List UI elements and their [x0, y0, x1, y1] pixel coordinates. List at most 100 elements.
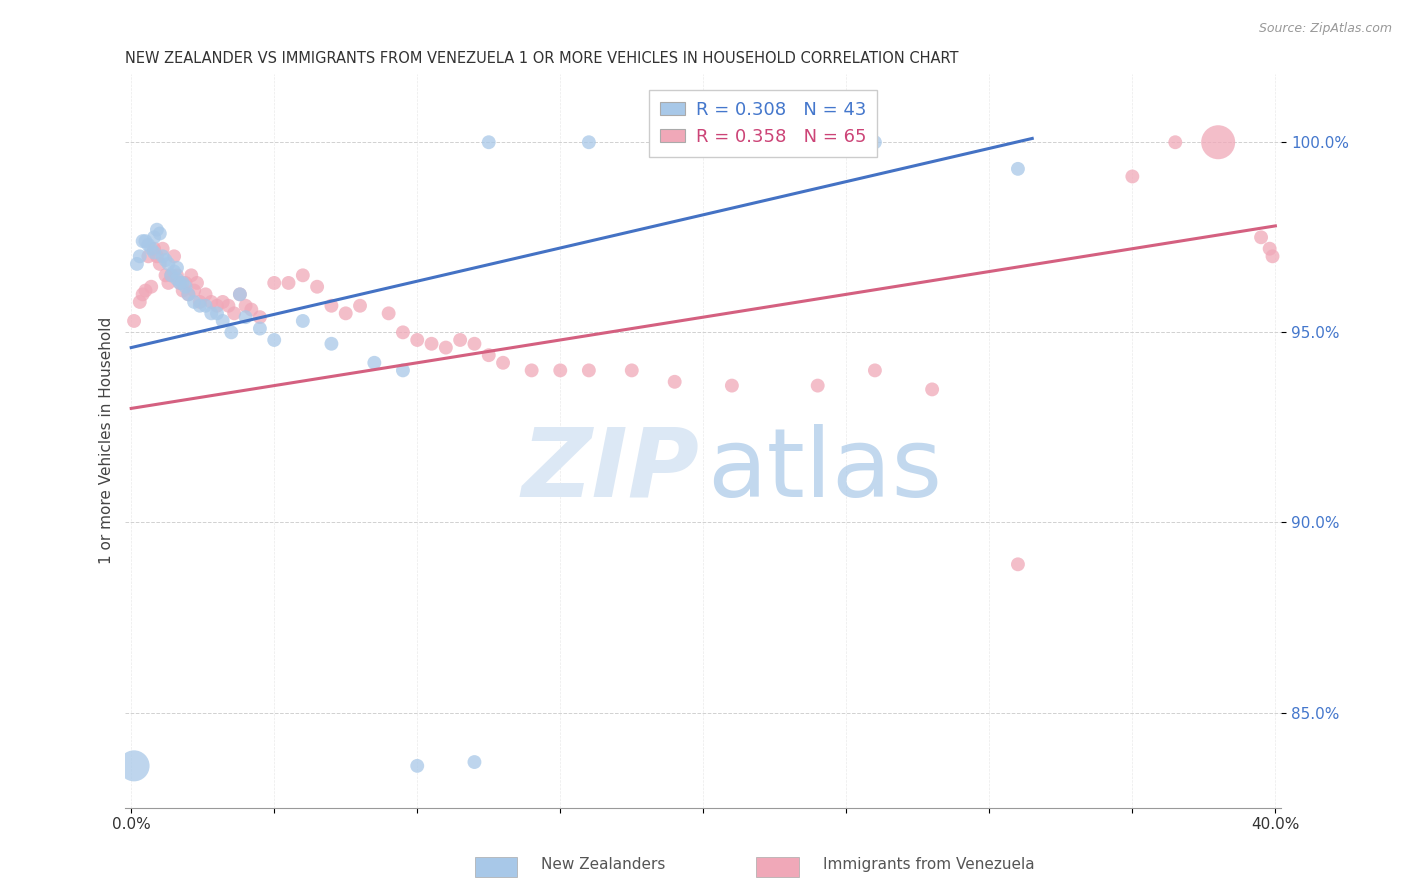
Point	[217, 299, 239, 313]
Point	[1007, 558, 1029, 572]
Text: New Zealanders: New Zealanders	[541, 857, 665, 872]
Point	[291, 268, 314, 283]
Point	[1250, 230, 1272, 244]
Point	[620, 363, 643, 377]
Point	[229, 287, 252, 301]
Point	[134, 234, 156, 248]
Point	[143, 245, 166, 260]
Point	[807, 378, 830, 392]
Point	[160, 268, 183, 283]
Point	[155, 268, 177, 283]
Point	[1007, 161, 1029, 176]
Point	[249, 321, 271, 335]
Point	[141, 279, 163, 293]
Point	[478, 348, 501, 362]
Point	[449, 333, 471, 347]
Point	[188, 295, 211, 310]
Point	[463, 755, 485, 769]
Point	[263, 276, 285, 290]
Point	[434, 341, 457, 355]
Point	[131, 287, 153, 301]
Point	[1258, 242, 1281, 256]
Text: ZIP: ZIP	[522, 424, 700, 516]
Point	[146, 223, 169, 237]
Point	[492, 356, 515, 370]
Point	[721, 378, 744, 392]
Point	[211, 295, 233, 310]
Point	[221, 326, 243, 340]
Point	[149, 227, 172, 241]
Point	[163, 249, 186, 263]
Point	[172, 276, 194, 290]
Point	[146, 249, 169, 263]
Point	[1206, 135, 1229, 149]
Point	[263, 333, 285, 347]
Point	[177, 287, 200, 301]
Point	[921, 383, 943, 397]
Point	[155, 253, 177, 268]
Point	[122, 759, 145, 773]
Point	[131, 234, 153, 248]
Point	[863, 135, 886, 149]
Point	[183, 284, 205, 298]
Point	[235, 299, 257, 313]
Point	[392, 326, 415, 340]
Point	[200, 306, 222, 320]
Point	[128, 249, 150, 263]
Point	[211, 314, 233, 328]
Point	[321, 336, 343, 351]
Point	[200, 295, 222, 310]
Point	[478, 135, 501, 149]
Point	[177, 287, 200, 301]
Point	[128, 295, 150, 310]
Point	[1121, 169, 1143, 184]
Point	[138, 249, 160, 263]
Text: Source: ZipAtlas.com: Source: ZipAtlas.com	[1258, 22, 1392, 36]
Point	[174, 276, 197, 290]
Point	[406, 759, 429, 773]
Point	[1164, 135, 1187, 149]
Point	[183, 295, 205, 310]
Point	[863, 363, 886, 377]
Point	[188, 299, 211, 313]
Point	[166, 268, 188, 283]
Point	[194, 287, 217, 301]
Point	[138, 238, 160, 252]
Point	[240, 302, 263, 317]
Point	[163, 264, 186, 278]
Point	[420, 336, 443, 351]
Point	[157, 276, 180, 290]
Y-axis label: 1 or more Vehicles in Household: 1 or more Vehicles in Household	[100, 318, 114, 565]
Point	[149, 257, 172, 271]
Point	[166, 272, 188, 286]
Point	[335, 306, 357, 320]
Point	[307, 279, 329, 293]
Point	[143, 230, 166, 244]
Point	[321, 299, 343, 313]
Point	[363, 356, 385, 370]
Point	[664, 375, 686, 389]
Point	[166, 260, 188, 275]
Point	[291, 314, 314, 328]
Text: atlas: atlas	[707, 424, 942, 516]
Point	[349, 299, 371, 313]
Point	[186, 276, 208, 290]
Point	[463, 336, 485, 351]
Point	[520, 363, 543, 377]
Text: Immigrants from Venezuela: Immigrants from Venezuela	[823, 857, 1035, 872]
Point	[392, 363, 415, 377]
Point	[141, 242, 163, 256]
Point	[180, 268, 202, 283]
Point	[169, 276, 191, 290]
Point	[134, 284, 156, 298]
Point	[174, 279, 197, 293]
Point	[235, 310, 257, 325]
Point	[152, 249, 174, 263]
Point	[143, 242, 166, 256]
Point	[224, 306, 246, 320]
Point	[578, 135, 600, 149]
Point	[1261, 249, 1284, 263]
Point	[125, 257, 148, 271]
Point	[152, 242, 174, 256]
Point	[377, 306, 399, 320]
